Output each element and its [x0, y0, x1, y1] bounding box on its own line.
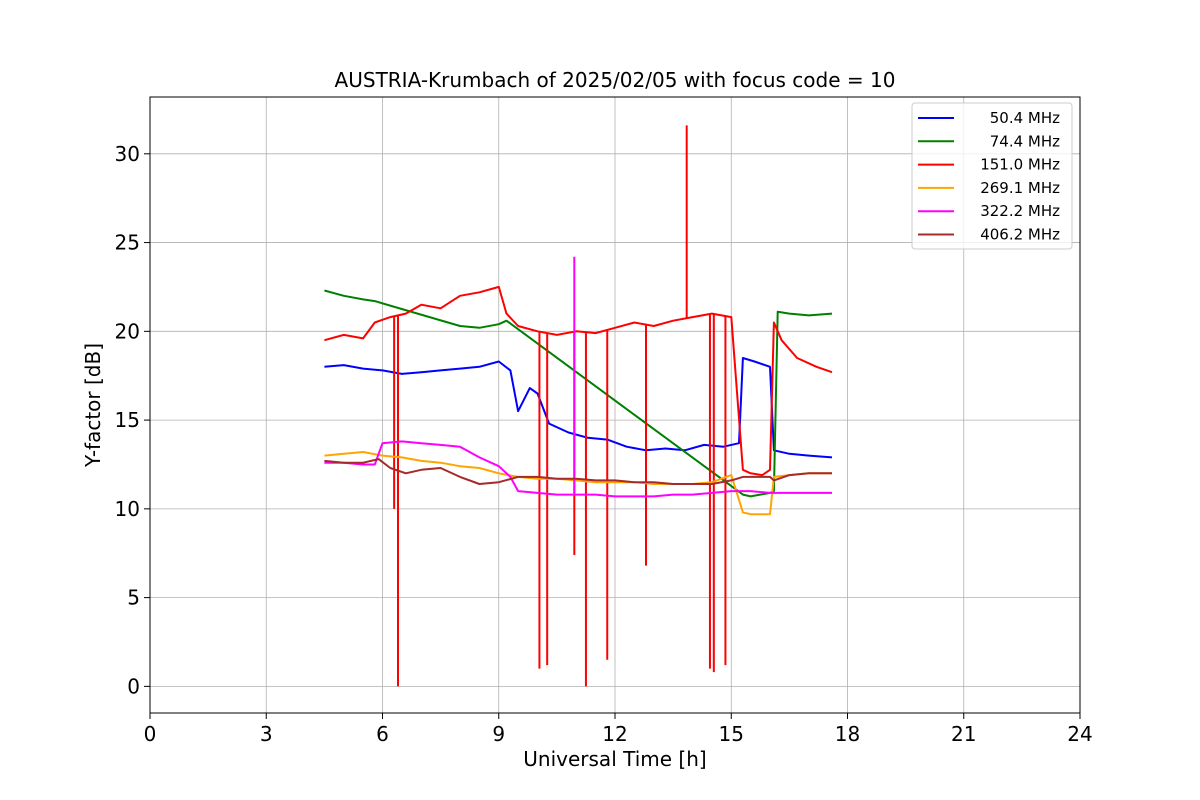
y-tick-label: 0	[127, 674, 140, 698]
x-tick-label: 15	[719, 722, 744, 746]
x-tick-label: 24	[1067, 722, 1092, 746]
series-line-322-2-mhz	[324, 440, 832, 498]
chart-title: AUSTRIA-Krumbach of 2025/02/05 with focu…	[335, 68, 896, 92]
series-line-74-4-mhz	[324, 289, 833, 498]
ticks: 0 3 6 9 12 15 18 21 24 0 5 10 15 20 25 30	[115, 142, 1093, 746]
y-tick-label: 30	[115, 142, 140, 166]
grid	[149, 97, 1081, 713]
y-axis-title: Y-factor [dB]	[81, 343, 105, 468]
series-layer	[324, 125, 833, 687]
legend-label: 151.0 MHz	[980, 156, 1060, 174]
y-tick-label: 25	[115, 231, 140, 255]
legend-label: 269.1 MHz	[980, 179, 1060, 197]
x-axis-title: Universal Time [h]	[523, 747, 706, 771]
x-tick-label: 0	[144, 722, 157, 746]
legend-label: 406.2 MHz	[980, 226, 1060, 244]
y-tick-label: 10	[115, 497, 140, 521]
x-tick-label: 12	[602, 722, 627, 746]
legend-label: 50.4 MHz	[990, 109, 1060, 127]
legend-label: 74.4 MHz	[990, 132, 1060, 150]
x-tick-label: 9	[492, 722, 505, 746]
y-tick-label: 20	[115, 319, 140, 343]
legend-label: 322.2 MHz	[980, 202, 1060, 220]
series-line-50-4-mhz	[324, 357, 833, 459]
series-line-269-1-mhz	[324, 451, 832, 516]
legend-box	[911, 102, 1073, 250]
y-tick-label: 15	[115, 408, 140, 432]
series-line-151-0-mhz	[324, 285, 833, 477]
legend: 50.4 MHz 74.4 MHz 151.0 MHz 269.1 MHz 32…	[911, 102, 1073, 250]
y-tick-label: 5	[127, 586, 140, 610]
x-tick-label: 6	[376, 722, 389, 746]
series-line-406-2-mhz	[324, 458, 832, 485]
x-tick-label: 18	[835, 722, 860, 746]
x-tick-label: 3	[260, 722, 273, 746]
x-tick-label: 21	[951, 722, 976, 746]
